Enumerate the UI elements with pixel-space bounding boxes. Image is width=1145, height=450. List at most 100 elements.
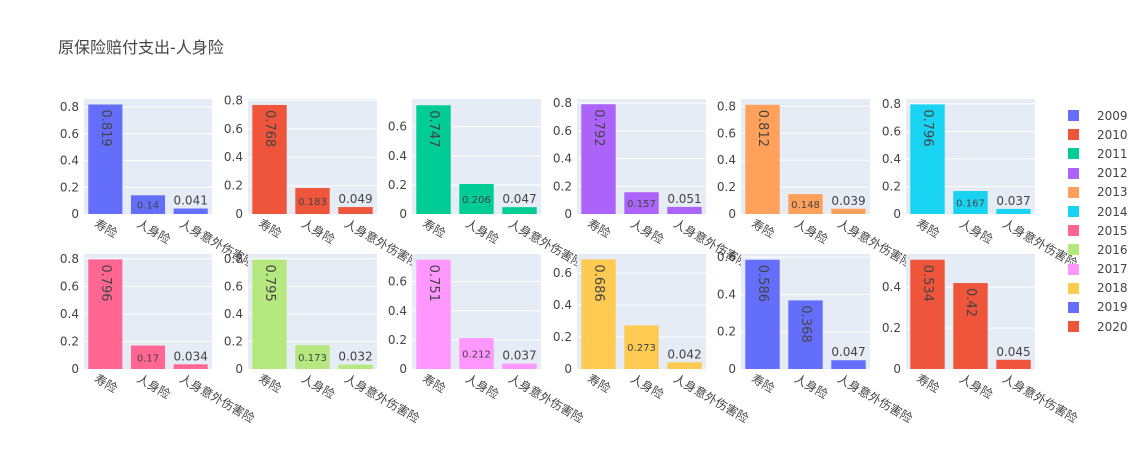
x-tick-label: 人身险 [463, 216, 502, 247]
bar-2015-0[interactable] [88, 259, 123, 369]
bar-value-label: 0.768 [262, 110, 277, 147]
bar-value-label: 0.042 [667, 347, 701, 361]
y-tick-label: 0.8 [60, 252, 79, 266]
bar-2019-0[interactable] [745, 259, 780, 369]
x-tick-label: 人身险 [957, 216, 996, 247]
legend-item-2015[interactable]: 2015 [1068, 221, 1128, 240]
x-tick-label: 寿险 [92, 216, 120, 241]
y-tick-label: 0.2 [60, 334, 79, 348]
bar-value-label: 0.206 [462, 195, 491, 206]
bar-2018-2[interactable] [667, 362, 702, 369]
bar-value-label: 0.534 [920, 265, 935, 302]
legend-label: 2017 [1097, 262, 1128, 277]
legend-item-2020[interactable]: 2020 [1068, 317, 1128, 336]
x-tick-label: 寿险 [585, 371, 613, 396]
bar-2017-2[interactable] [502, 363, 537, 369]
legend-item-2011[interactable]: 2011 [1068, 144, 1128, 163]
bar-2019-1[interactable] [788, 300, 823, 369]
y-tick-label: 0.6 [388, 275, 407, 289]
x-tick-label: 人身险 [135, 371, 174, 402]
y-tick-label: 0.8 [224, 252, 243, 266]
bar-2012-1[interactable] [624, 192, 659, 214]
bar-2016-0[interactable] [252, 259, 287, 369]
legend[interactable]: 2009 2010 2011 2012 2013 2014 2015 2016 2017 2018… [1068, 106, 1128, 336]
bar-2010-2[interactable] [338, 207, 373, 214]
bar-2012-0[interactable] [581, 104, 616, 214]
bar-2013-1[interactable] [788, 194, 823, 214]
legend-item-2016[interactable]: 2016 [1068, 240, 1128, 259]
y-tick-label: 0.8 [553, 96, 572, 110]
bar-2010-0[interactable] [252, 104, 287, 214]
bar-2009-2[interactable] [173, 208, 208, 214]
y-tick-label: 0 [399, 207, 407, 221]
bar-2009-1[interactable] [130, 195, 166, 214]
bar-value-label: 0.041 [173, 194, 207, 208]
bar-2014-0[interactable] [910, 104, 945, 214]
bar-value-label: 0.795 [262, 265, 277, 302]
y-tick-label: 0 [564, 362, 572, 376]
bar-2017-0[interactable] [416, 259, 451, 369]
y-tick-label: 0.4 [224, 150, 243, 164]
y-tick-label: 0.4 [553, 152, 572, 166]
legend-label: 2009 [1097, 108, 1128, 123]
legend-item-2009[interactable]: 2009 [1068, 106, 1128, 125]
legend-label: 2012 [1097, 166, 1128, 181]
legend-item-2019[interactable]: 2019 [1068, 298, 1128, 317]
bar-2012-2[interactable] [667, 206, 702, 214]
bar-2015-1[interactable] [130, 345, 166, 369]
x-tick-label: 人身险 [628, 371, 667, 402]
bar-value-label: 0.273 [627, 343, 656, 354]
legend-item-2018[interactable]: 2018 [1068, 279, 1128, 298]
bar-2013-0[interactable] [745, 104, 780, 214]
bar-2014-2[interactable] [996, 208, 1031, 214]
legend-label: 2014 [1097, 204, 1128, 219]
legend-item-2012[interactable]: 2012 [1068, 164, 1128, 183]
y-tick-label: 0.8 [60, 100, 79, 114]
bar-value-label: 0.812 [755, 110, 770, 147]
x-tick-label: 人身意外伤害险 [177, 371, 257, 426]
y-tick-label: 0.2 [553, 179, 572, 193]
bar-2010-1[interactable] [295, 188, 330, 214]
bar-2017-1[interactable] [459, 338, 494, 369]
chart-title: 原保险赔付支出-人身险 [58, 38, 224, 57]
legend-item-2013[interactable]: 2013 [1068, 183, 1128, 202]
bar-2009-0[interactable] [88, 104, 123, 214]
x-tick-label: 寿险 [585, 216, 613, 241]
x-tick-label: 人身险 [299, 371, 338, 402]
bar-value-label: 0.751 [426, 265, 441, 302]
y-tick-label: 0 [893, 362, 901, 376]
x-tick-label: 人身意外伤害险 [671, 371, 751, 426]
bar-2020-0[interactable] [910, 259, 945, 369]
x-tick-label: 寿险 [914, 216, 942, 241]
bar-2020-2[interactable] [996, 359, 1031, 369]
y-tick-label: 0.8 [882, 97, 901, 111]
legend-label: 2020 [1097, 319, 1128, 334]
bar-2015-2[interactable] [173, 364, 208, 369]
bar-2019-2[interactable] [831, 360, 866, 369]
y-tick-label: 0 [235, 207, 243, 221]
legend-item-2017[interactable]: 2017 [1068, 260, 1128, 279]
bar-2011-0[interactable] [416, 105, 451, 214]
legend-item-2014[interactable]: 2014 [1068, 202, 1128, 221]
bar-2014-1[interactable] [953, 191, 988, 214]
bar-2011-2[interactable] [502, 207, 537, 214]
x-tick-label: 寿险 [92, 371, 120, 396]
bar-2018-0[interactable] [581, 259, 616, 369]
bar-2016-2[interactable] [338, 364, 373, 369]
bar-value-label: 0.157 [627, 199, 656, 210]
bar-2011-1[interactable] [459, 184, 494, 214]
bar-2018-1[interactable] [624, 325, 659, 369]
legend-label: 2018 [1097, 281, 1128, 296]
legend-swatch [1068, 225, 1079, 237]
y-tick-label: 0.4 [717, 287, 736, 301]
y-tick-label: 0.2 [388, 333, 407, 347]
y-tick-label: 0.4 [717, 153, 736, 167]
y-tick-label: 0.4 [224, 307, 243, 321]
bar-2020-1[interactable] [953, 283, 988, 369]
bar-2013-2[interactable] [831, 208, 866, 214]
legend-item-2010[interactable]: 2010 [1068, 125, 1128, 144]
bar-2016-1[interactable] [295, 345, 330, 369]
legend-swatch [1068, 167, 1079, 179]
